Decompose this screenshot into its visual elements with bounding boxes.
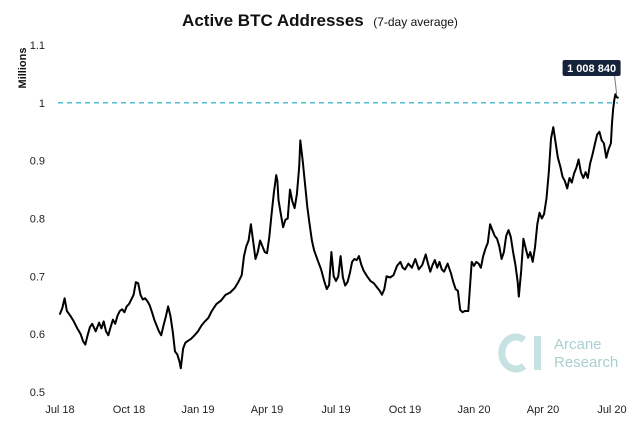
series-line: [59, 93, 619, 370]
y-axis-ticks: 0.5 0.6 0.7 0.8 0.9 1 1.1: [30, 40, 45, 399]
y-tick-label: 0.9: [30, 156, 45, 168]
y-tick-label: 0.8: [30, 214, 45, 226]
y-tick-label: 0.6: [30, 329, 45, 341]
chart-title: Active BTC Addresses (7-day average): [182, 11, 458, 30]
x-tick-label: Jul 20: [597, 404, 626, 416]
annotation-label: 1 008 840: [567, 63, 616, 75]
logo-text-research: Research: [554, 354, 618, 371]
y-tick-label: 0.7: [30, 271, 45, 283]
y-tick-label: 0.5: [30, 387, 45, 399]
y-tick-label: 1: [39, 98, 45, 110]
x-tick-label: Jan 19: [181, 404, 214, 416]
annotation-box: [562, 60, 621, 76]
x-tick-label: Jan 20: [457, 404, 490, 416]
x-tick-label: Apr 20: [527, 404, 559, 416]
value-annotation: 1 008 840: [562, 60, 621, 94]
annotation-leader-line: [614, 75, 618, 94]
x-tick-label: Oct 19: [389, 404, 421, 416]
x-tick-label: Oct 18: [113, 404, 145, 416]
y-axis-label: Millions: [17, 48, 29, 89]
y-tick-label: 1.1: [30, 40, 45, 52]
x-tick-label: Jul 18: [45, 404, 74, 416]
x-tick-label: Apr 19: [251, 404, 283, 416]
x-tick-label: Jul 19: [321, 404, 350, 416]
logo-text-arcane: Arcane: [554, 336, 602, 353]
arcane-logo-mark: [498, 333, 541, 373]
chart-subtitle: (7-day average): [373, 15, 458, 29]
arcane-research-logo: Arcane Research: [498, 333, 618, 373]
chart-title-main: Active BTC Addresses: [182, 11, 364, 30]
x-axis-ticks: Jul 18 Oct 18 Jan 19 Apr 19 Jul 19 Oct 19 Jan …: [45, 404, 626, 416]
